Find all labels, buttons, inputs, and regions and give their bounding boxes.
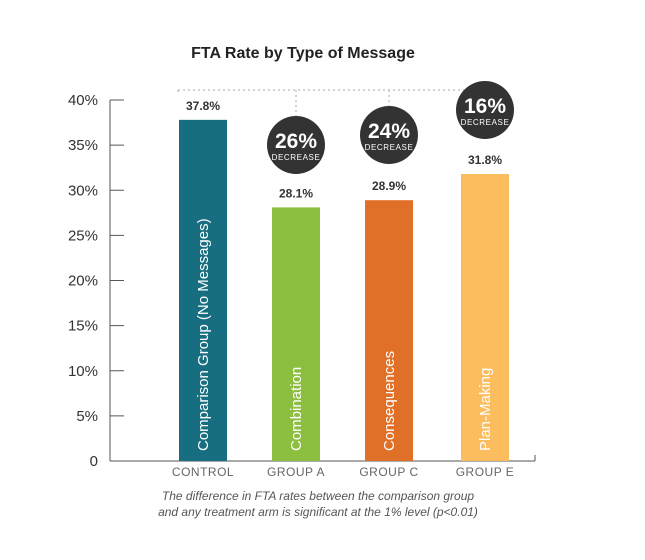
footnote-line: and any treatment arm is significant at …: [158, 505, 478, 519]
data-label: 31.8%: [468, 153, 502, 167]
bar-label: Plan-Making: [477, 368, 494, 451]
badge-label: DECREASE: [272, 153, 321, 162]
badge-label: DECREASE: [365, 143, 414, 152]
bar: [461, 174, 509, 461]
bars: [179, 119, 509, 462]
y-tick-label: 5%: [76, 408, 98, 425]
badge-percent: 26%: [275, 130, 317, 153]
bar: [272, 207, 320, 461]
y-tick-label: 0: [90, 453, 98, 470]
data-label: 28.9%: [372, 179, 406, 193]
connector-lines: [177, 81, 486, 116]
y-tick-label: 15%: [68, 318, 98, 335]
decrease-badge: [267, 116, 325, 174]
decrease-badge: [456, 81, 514, 139]
x-tick-label: GROUP C: [359, 465, 418, 479]
bar: [179, 119, 227, 461]
x-tick-label: GROUP E: [456, 465, 515, 479]
y-tick-label: 20%: [68, 273, 98, 290]
chart-title: FTA Rate by Type of Message: [191, 45, 415, 62]
y-tick-label: 10%: [68, 363, 98, 380]
y-tick-label: 40%: [68, 92, 98, 109]
badge-label: DECREASE: [461, 118, 510, 127]
footnote: The difference in FTA rates between the …: [158, 489, 478, 519]
data-label: 28.1%: [279, 186, 313, 200]
x-tick-label: CONTROL: [172, 465, 234, 479]
labels: 37.8% CONTROL Comparison Group (No Message…: [172, 99, 514, 479]
data-label: 37.8%: [186, 99, 220, 113]
bar-label: Combination: [288, 367, 305, 451]
y-tick-label: 35%: [68, 137, 98, 154]
footnote-line: The difference in FTA rates between the …: [162, 489, 474, 503]
badge-percent: 24%: [368, 120, 410, 143]
x-tick-label: GROUP A: [267, 465, 325, 479]
decrease-badge: [360, 106, 418, 164]
bar-label: Consequences: [381, 351, 398, 451]
axes: 0 5% 10% 15% 20% 25% 30% 35% 40%: [68, 92, 536, 470]
y-tick-label: 25%: [68, 227, 98, 244]
badge-percent: 16%: [464, 95, 506, 118]
bar-label: Comparison Group (No Messages): [195, 218, 212, 451]
bar: [365, 200, 413, 462]
y-tick-label: 30%: [68, 182, 98, 199]
